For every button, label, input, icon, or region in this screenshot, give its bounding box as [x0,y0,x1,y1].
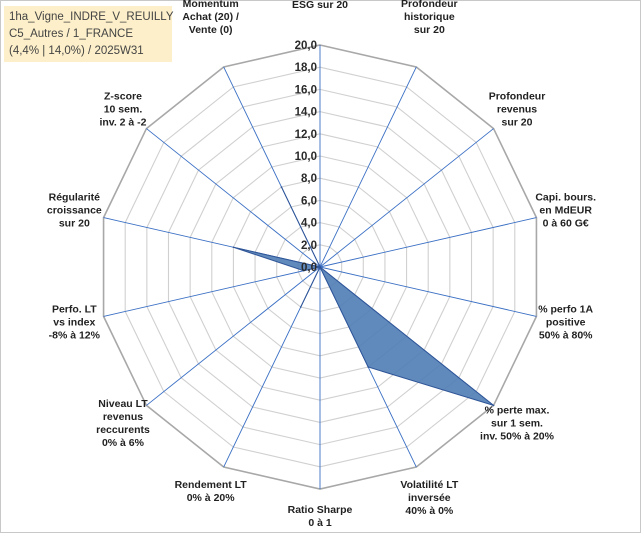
axis-label-line: ESG sur 20 [292,0,348,11]
axis-label: NoteESG sur 20 [292,0,348,11]
series-area [233,186,494,406]
tick-label: 16,0 [295,84,317,96]
axis-label-line: Ratio Sharpe [288,504,353,516]
tick-label: 2,0 [301,240,317,252]
axis-label: Rendement LT 0% à 20% [175,479,248,504]
axis-label: Z-score 10 sem. inv. 2 à -2 [99,90,146,128]
axis-label: Volatilité LT inversée 40% à 0% [400,479,459,517]
chart-title-box: 1ha_Vigne_INDRE_V_REUILLY C5_Autres / 1_… [4,6,174,62]
axis-label-line: 0 à 60 G€ [543,217,589,229]
tick-label: 8,0 [301,173,317,185]
axis-label-line: Régularité [49,191,101,203]
axis-label-line: Vente (0) [189,24,233,36]
axis-label-line: Niveau LT [98,398,148,410]
axis-label-line: sur 20 [59,217,90,229]
axis-label-line: 0% à 20% [187,492,236,504]
axis-label-line: 0 à 1 [308,517,332,529]
axis-label-line: inversée [408,492,451,504]
axis-spoke [146,266,321,406]
axis-label: Régularité croissance sur 20 [47,191,102,229]
axis-label-line: positive [546,317,586,329]
axis-label-line: 10 sem. [104,103,143,115]
axis-label: Niveau LT revenus reccurents 0% à 6% [96,398,150,449]
axis-spoke [319,266,537,317]
axis-label-line: sur 1 sem. [491,418,543,430]
axis-label-line: inv. 50% à 20% [480,431,555,443]
axis-label-line: Z-score [104,90,142,102]
axis-label-line: croissance [47,204,102,216]
axis-label-line: 50% à 80% [539,330,593,342]
axis-label: Profondeur revenus sur 20 [489,90,546,128]
data-point [302,269,305,272]
axis-label-line: sur 20 [502,116,533,128]
tick-label: 14,0 [295,107,317,119]
axis-label-line: Momentum [183,0,239,10]
axis-spoke [319,128,494,268]
axis-label-line: Profondeur [489,90,546,102]
title-line-1: 1ha_Vigne_INDRE_V_REUILLY [9,11,174,23]
axis-spoke [146,128,321,268]
tick-label: 0,0 [301,262,317,274]
axis-label-line: revenus [497,103,537,115]
axis-label-line: vs index [53,317,95,329]
axis-label: Ratio Sharpe 0 à 1 [288,504,353,529]
axis-label-line: inv. 2 à -2 [99,116,146,128]
axis-label: Capi. bours. en MdEUR 0 à 60 G€ [535,191,596,229]
axis-label-line: Capi. bours. [535,191,596,203]
axis-label: % perfo 1A positive 50% à 80% [538,304,593,342]
axis-label-line: en MdEUR [539,204,592,216]
data-point [367,366,369,368]
tick-label: 10,0 [295,151,317,163]
axis-label-line: % perfo 1A [538,304,593,316]
title-line-3: (4,4% | 14,0%) / 2025W31 [9,45,144,57]
data-point [280,186,283,188]
tick-label: 18,0 [295,62,317,74]
axis-spoke [319,66,417,268]
axis-label: Profondeur historique sur 20 [401,0,458,36]
axis-label-line: Rendement LT [175,479,248,491]
tick-label: 4,0 [301,218,317,230]
data-point [492,404,495,407]
radial-tick-labels: 0,0 2,0 4,0 6,0 8,0 10,0 12,0 14,0 16,0 18,0 20,0 [295,40,317,274]
radar-series [232,186,495,407]
title-line-2: C5_Autres / 1_FRANCE [9,28,133,40]
axis-label-line: Profondeur [401,0,458,10]
axis-label-line: revenus [103,411,143,423]
axis-label: % perte max. sur 1 sem. inv. 50% à 20% [480,405,555,443]
axis-label: Perfo. LT vs index -8% à 12% [49,304,101,342]
tick-label: 20,0 [295,40,317,52]
axis-label-line: 0% à 6% [102,437,145,449]
axis-spoke [103,266,321,317]
axis-label-line: historique [404,11,455,23]
data-point [232,246,235,249]
data-point [319,266,321,268]
data-point [299,306,302,308]
tick-label: 6,0 [301,195,317,207]
axis-label-line: % perte max. [485,405,550,417]
axis-label-line: sur 20 [414,24,445,36]
axis-label-line: 40% à 0% [405,505,454,517]
axis-label: Momentum Achat (20) / Vente (0) [182,0,239,36]
axis-label-line: Perfo. LT [52,304,97,316]
tick-label: 12,0 [295,129,317,141]
axis-label-line: Volatilité LT [400,479,459,491]
axis-label-line: -8% à 12% [49,330,101,342]
axis-spoke [319,217,537,268]
axis-label-line: Achat (20) / [182,11,239,23]
axis-label-line: reccurents [96,424,150,436]
